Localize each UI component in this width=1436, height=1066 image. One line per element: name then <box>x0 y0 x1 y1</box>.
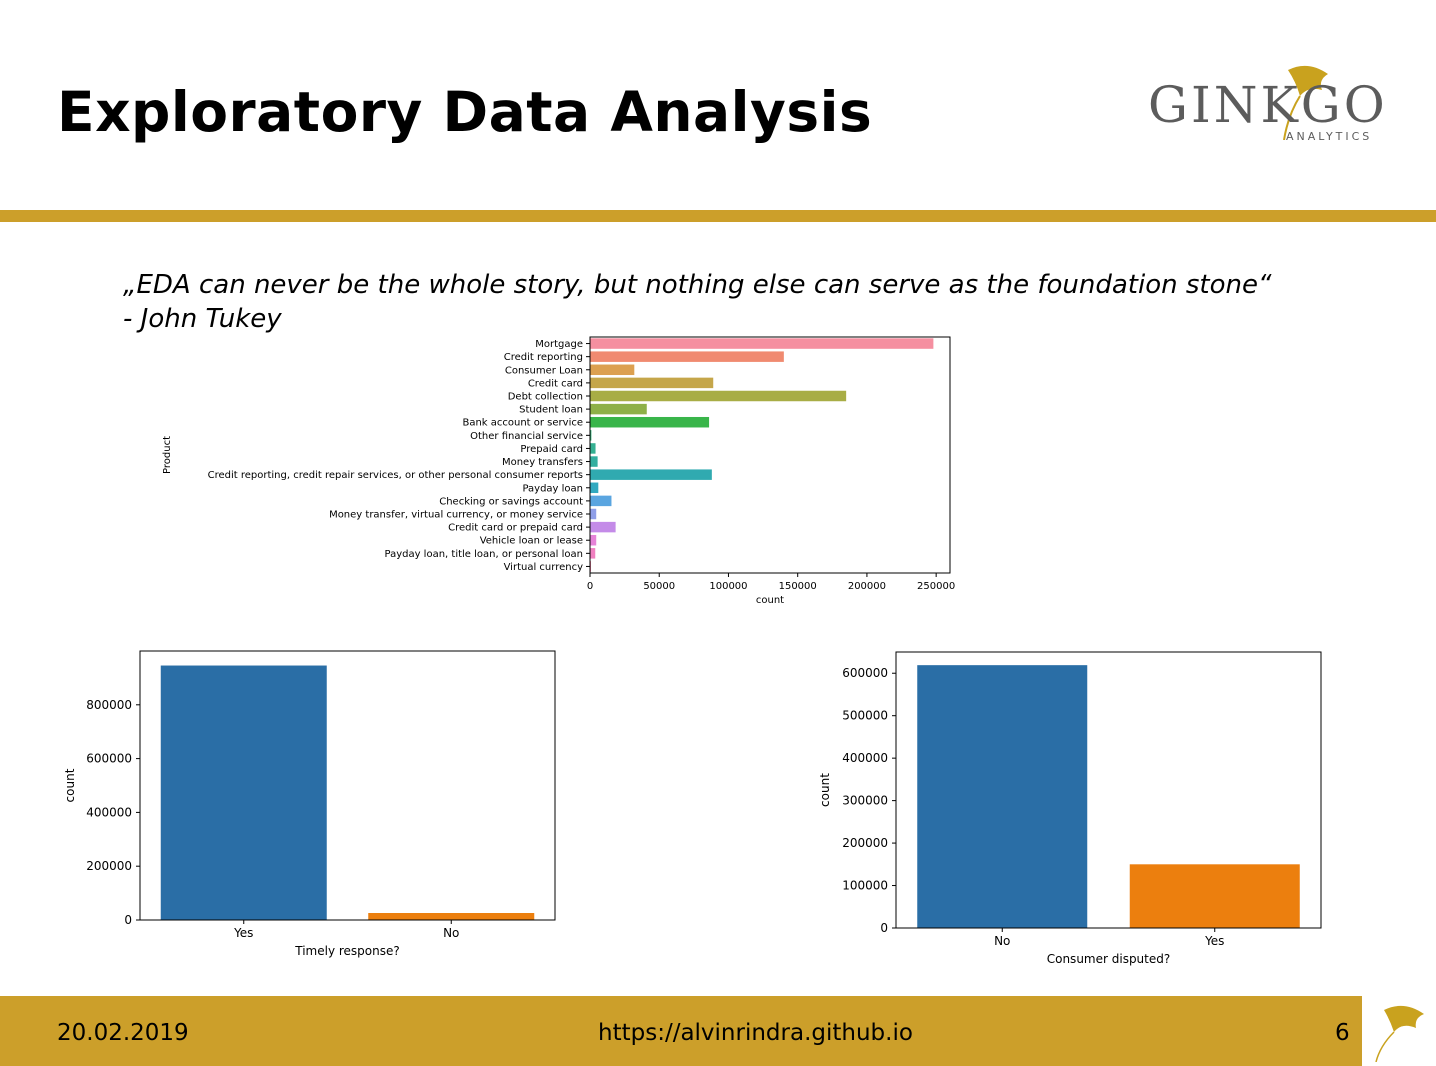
x-tick-label: Yes <box>1204 934 1224 948</box>
bar <box>590 430 592 441</box>
timely-response-chart: Yes No 0 200000 400000 600000 800000 Timely res… <box>55 645 575 969</box>
bar <box>590 338 934 349</box>
slide-title: Exploratory Data Analysis <box>57 80 873 144</box>
x-axis-label: Timely response? <box>294 944 400 958</box>
y-tick-label: Credit card or prepaid card <box>448 523 583 534</box>
y-tick-label: 600000 <box>842 666 888 680</box>
bar <box>590 495 612 507</box>
header-divider <box>0 210 1436 222</box>
y-tick-label: Payday loan, title loan, or personal loa… <box>384 549 583 560</box>
bar <box>590 548 596 559</box>
y-axis-label: count <box>63 768 77 802</box>
y-tick-label: 400000 <box>842 751 888 765</box>
bar <box>917 665 1088 928</box>
bar <box>590 351 784 362</box>
bar <box>590 443 596 454</box>
quote-text: „EDA can never be the whole story, but n… <box>123 270 1272 300</box>
x-tick-label: 50000 <box>643 581 675 592</box>
y-tick-label: 0 <box>880 921 888 935</box>
y-axis-label: Product <box>162 436 173 474</box>
product-count-chart-svg: Mortgage Credit reporting Consumer Loan Cre… <box>162 336 955 606</box>
ginkgo-footer-leaf-icon <box>1375 1005 1424 1062</box>
bar <box>590 377 714 389</box>
timely-response-chart-svg: Yes No 0 200000 400000 600000 800000 Timely res… <box>63 650 556 958</box>
y-tick-label: Virtual currency <box>504 562 584 573</box>
y-tick-label: Credit card <box>528 378 583 389</box>
y-tick-label: 400000 <box>86 805 132 819</box>
bar <box>368 913 535 920</box>
y-tick-label: Payday loan <box>522 483 583 494</box>
page-number: 6 <box>1335 1020 1350 1046</box>
logo-subtitle: ANALYTICS <box>1286 130 1373 143</box>
product-count-chart: Mortgage Credit reporting Consumer Loan Cre… <box>150 334 970 618</box>
y-tick-label: 100000 <box>842 879 888 893</box>
bar <box>590 416 710 428</box>
x-axis-label: Consumer disputed? <box>1047 952 1171 966</box>
y-tick-label: Other financial service <box>470 431 583 442</box>
x-tick-label: Yes <box>233 926 253 940</box>
consumer-disputed-chart: No Yes 0 100000 200000 300000 400000 500000 6000… <box>810 645 1340 979</box>
footer-date: 20.02.2019 <box>57 1020 189 1046</box>
x-axis-label: count <box>756 595 784 606</box>
y-tick-label: Debt collection <box>508 392 583 403</box>
plot-frame <box>895 651 1322 929</box>
bar <box>1129 864 1300 928</box>
bar <box>590 482 599 494</box>
quote-author: - John Tukey <box>123 304 282 334</box>
plot-frame <box>589 336 951 574</box>
bar <box>590 469 712 480</box>
ginkgo-leaf-icon <box>1283 65 1328 140</box>
bar <box>590 364 635 376</box>
x-tick-label: 100000 <box>709 581 747 592</box>
y-tick-label: 200000 <box>842 836 888 850</box>
y-tick-label: 500000 <box>842 709 888 723</box>
x-tick-label: No <box>994 934 1010 948</box>
bar <box>160 665 327 920</box>
y-tick-label: 200000 <box>86 859 132 873</box>
y-axis-label: count <box>818 773 832 807</box>
y-tick-label: 600000 <box>86 752 132 766</box>
y-tick-label: Money transfers <box>502 457 583 468</box>
y-tick-label: Bank account or service <box>462 418 583 429</box>
bar <box>590 390 847 402</box>
quote-block: „EDA can never be the whole story, but n… <box>123 268 1271 336</box>
bar <box>590 534 597 546</box>
plot-frame <box>139 650 556 921</box>
x-tick-label: 0 <box>587 581 593 592</box>
x-tick-label: 200000 <box>848 581 886 592</box>
ginkgo-logo: GINKGO ANALYTICS <box>1146 60 1386 150</box>
bar <box>590 508 597 520</box>
bar <box>590 403 647 415</box>
y-tick-label: Student loan <box>519 405 583 416</box>
footer-bar: 20.02.2019 https://alvinrindra.github.io… <box>0 996 1362 1066</box>
y-tick-label: Consumer Loan <box>505 365 583 376</box>
consumer-disputed-chart-svg: No Yes 0 100000 200000 300000 400000 500000 6000… <box>818 651 1322 966</box>
y-tick-label: Vehicle loan or lease <box>480 536 583 547</box>
x-tick-label: 250000 <box>917 581 955 592</box>
y-tick-label: Credit reporting, credit repair services… <box>208 470 583 481</box>
footer-url[interactable]: https://alvinrindra.github.io <box>598 1020 913 1046</box>
y-tick-label: Checking or savings account <box>439 496 583 507</box>
logo-wordmark: GINKGO <box>1148 76 1388 134</box>
y-tick-label: Mortgage <box>535 339 583 350</box>
y-tick-label: Money transfer, virtual currency, or mon… <box>329 510 583 521</box>
y-tick-label: 800000 <box>86 698 132 712</box>
bar <box>590 521 616 533</box>
y-tick-label: Credit reporting <box>504 352 583 363</box>
x-tick-label: 150000 <box>779 581 817 592</box>
x-tick-label: No <box>443 926 459 940</box>
y-tick-label: 300000 <box>842 794 888 808</box>
y-tick-label: 0 <box>124 913 132 927</box>
bar <box>590 456 598 467</box>
y-tick-label: Prepaid card <box>520 444 583 455</box>
